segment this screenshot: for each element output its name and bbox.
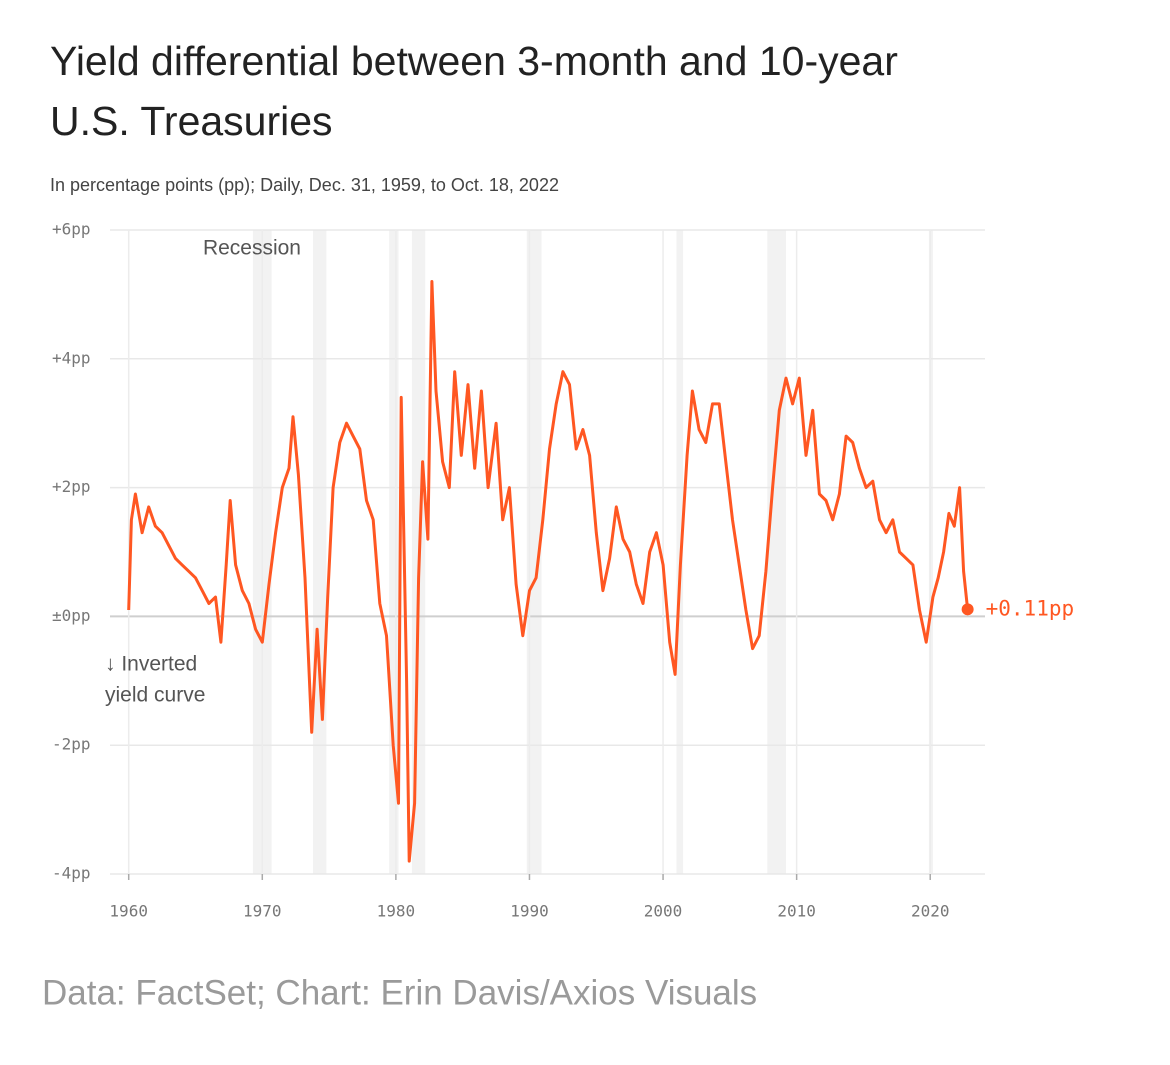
y-tick-label: -2pp: [52, 735, 91, 754]
annotation: ↓ Inverted: [105, 653, 197, 676]
y-tick-label: +6pp: [52, 220, 91, 239]
end-label: +0.11pp: [986, 596, 1075, 620]
chart-title: Yield differential between 3-month and 1…: [50, 38, 898, 84]
y-tick-label: ±0pp: [52, 606, 91, 625]
end-point: [961, 603, 974, 616]
recession-bands: [252, 230, 933, 874]
recession-label: Recession: [203, 237, 301, 260]
recession-band: [389, 230, 399, 874]
x-tick-label: 1980: [377, 902, 416, 921]
y-tick-label: +2pp: [52, 477, 91, 496]
recession-band: [767, 230, 786, 874]
x-tick-label: 2020: [911, 902, 950, 921]
recession-band: [313, 230, 327, 874]
recession-band: [526, 230, 542, 874]
x-tick-label: 1990: [510, 902, 549, 921]
x-tick-label: 2010: [777, 902, 816, 921]
subtitle: In percentage points (pp); Daily, Dec. 3…: [50, 175, 559, 195]
y-tick-label: +4pp: [52, 348, 91, 367]
grid: -4pp -2pp ±0pp +2pp +4pp +6pp 1960 1970 1980 1990…: [52, 220, 985, 921]
line: [127, 280, 970, 863]
y-tick-label: -4pp: [52, 864, 91, 883]
source: Data: FactSet; Chart: Erin Davis/Axios V…: [42, 973, 757, 1012]
x-tick-label: 1970: [243, 902, 282, 921]
plot: +0.11pp: [127, 280, 1075, 863]
annotation: yield curve: [105, 684, 205, 707]
chart-title: U.S. Treasuries: [50, 98, 333, 144]
x-tick-label: 2000: [644, 902, 683, 921]
x-tick-label: 1960: [109, 902, 148, 921]
